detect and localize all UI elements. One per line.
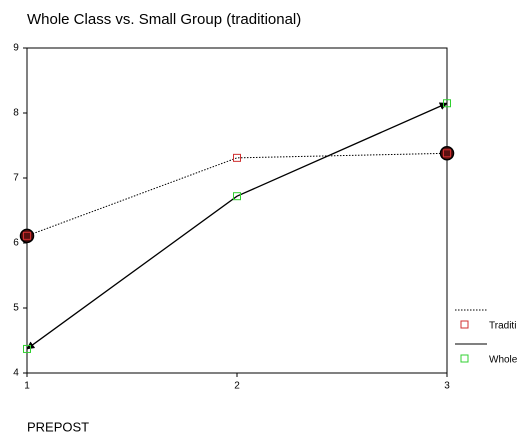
y-tick-label: 4 xyxy=(13,368,19,379)
y-tick-label: 8 xyxy=(13,108,19,119)
legend-label: Whole xyxy=(489,355,518,366)
legend-marker xyxy=(460,354,469,363)
point-marker xyxy=(443,99,451,108)
x-tick-label: 3 xyxy=(444,381,450,392)
series-line xyxy=(26,152,448,237)
series-line xyxy=(26,102,448,350)
point-marker xyxy=(233,192,241,201)
plot-frame xyxy=(26,47,448,374)
legend-label: Traditi xyxy=(489,321,516,332)
x-tick-label: 2 xyxy=(234,381,240,392)
y-tick-label: 6 xyxy=(13,238,19,249)
y-tick-label: 5 xyxy=(13,303,19,314)
x-axis-label: PREPOST xyxy=(27,419,89,434)
legend-marker xyxy=(460,320,469,329)
y-tick-label: 9 xyxy=(13,43,19,54)
x-tick-label: 1 xyxy=(24,381,30,392)
endpoint-highlight xyxy=(19,228,35,244)
y-tick-label: 7 xyxy=(13,173,19,184)
point-marker xyxy=(23,344,31,353)
chart-title: Whole Class vs. Small Group (traditional… xyxy=(27,11,301,28)
endpoint-highlight xyxy=(439,146,455,161)
